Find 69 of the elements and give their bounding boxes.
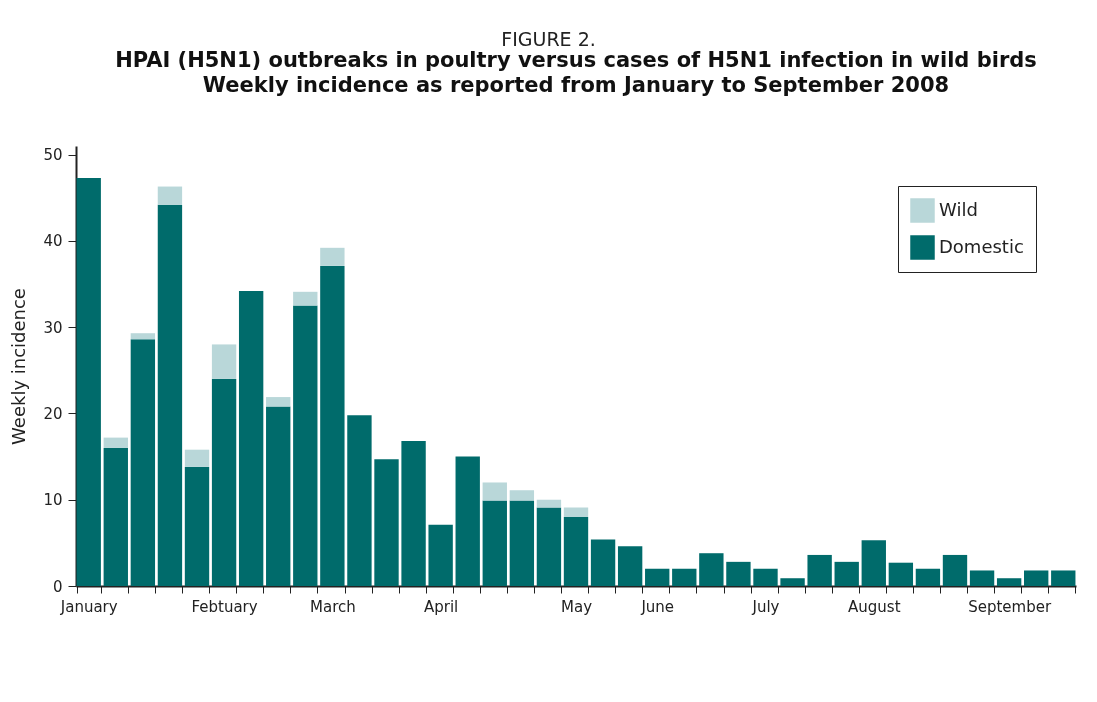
bar xyxy=(482,500,507,586)
bar xyxy=(699,553,724,586)
bar xyxy=(211,378,237,586)
bar xyxy=(726,561,751,586)
bar xyxy=(428,524,453,586)
y-tick-label: 20 xyxy=(43,404,63,423)
bar xyxy=(455,456,480,586)
bar xyxy=(753,568,778,586)
bar xyxy=(347,415,372,586)
legend-label: Domestic xyxy=(939,235,1024,257)
bar xyxy=(1024,570,1049,586)
bar xyxy=(969,570,995,586)
bar xyxy=(942,554,968,586)
bar xyxy=(130,333,156,340)
y-tick-label: 0 xyxy=(52,577,63,596)
bar xyxy=(293,305,318,586)
bar xyxy=(536,507,562,586)
bar xyxy=(834,561,859,586)
bar xyxy=(401,441,426,586)
bar xyxy=(184,466,210,586)
x-tick-label: June xyxy=(640,597,675,616)
bar xyxy=(130,339,156,586)
bar xyxy=(563,516,589,586)
x-tick-label: Febtuary xyxy=(191,597,258,616)
bar xyxy=(238,290,264,586)
bar xyxy=(617,546,643,586)
y-tick-label: 10 xyxy=(43,491,63,510)
x-tick-label: April xyxy=(424,597,459,616)
bar xyxy=(211,344,237,379)
y-tick-label: 50 xyxy=(43,146,63,165)
bar xyxy=(320,265,345,586)
legend-label: Wild xyxy=(939,198,978,220)
bar xyxy=(103,447,128,586)
bar xyxy=(780,578,805,586)
x-tick-label: September xyxy=(968,597,1052,616)
bar xyxy=(888,562,914,586)
x-tick-label: January xyxy=(59,597,118,616)
bar xyxy=(103,437,128,448)
bar xyxy=(184,449,210,467)
bar xyxy=(509,490,535,501)
bar xyxy=(590,539,616,586)
bar xyxy=(374,459,399,586)
bar xyxy=(672,568,697,586)
bar xyxy=(1051,570,1076,586)
x-tick-label: August xyxy=(848,597,901,616)
y-axis-title: Weekly incidence xyxy=(8,288,30,445)
caption: FIGURE 2. xyxy=(500,28,597,50)
bar xyxy=(509,500,535,586)
x-tick-label: March xyxy=(309,597,356,616)
bar xyxy=(266,397,291,407)
y-tick-label: 30 xyxy=(43,318,63,337)
bar xyxy=(563,507,589,517)
bar xyxy=(996,578,1022,586)
x-tick-label: May xyxy=(560,597,593,616)
bar xyxy=(915,568,941,586)
bar xyxy=(645,568,670,586)
bar xyxy=(266,406,291,586)
bar xyxy=(482,482,507,501)
bar xyxy=(861,540,886,586)
chart-subtitle: Weekly incidence as reported from January to September 2008 xyxy=(202,73,950,97)
chart-title: HPAI (H5N1) outbreaks in poultry versus cases of H5N1 infection in wild birds xyxy=(115,48,1037,72)
bar xyxy=(293,291,318,306)
bar xyxy=(157,186,183,205)
x-tick-label: July xyxy=(751,597,780,616)
bar xyxy=(157,204,183,586)
bar xyxy=(320,247,345,266)
bar xyxy=(76,177,101,586)
y-tick-label: 40 xyxy=(43,232,63,251)
bar xyxy=(807,554,832,586)
